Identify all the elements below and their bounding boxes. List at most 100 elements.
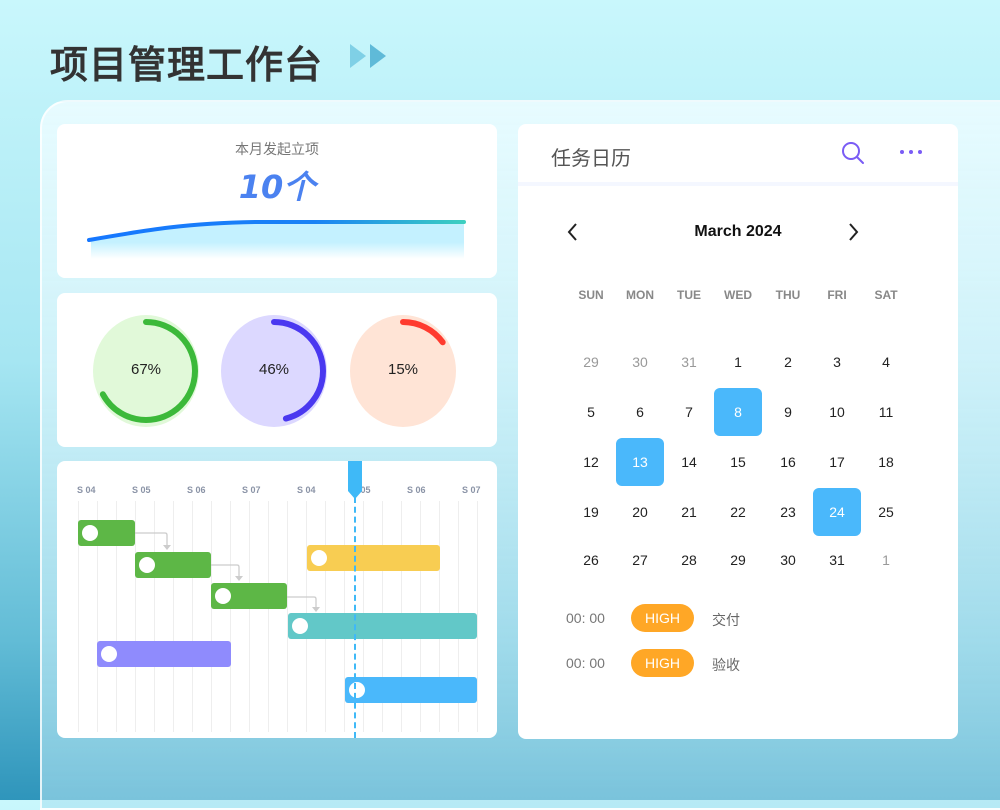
calendar-day[interactable]: 30 xyxy=(632,354,648,370)
gantt-tick-label: S 04 xyxy=(297,485,316,495)
gantt-tick-label: S 07 xyxy=(462,485,481,495)
calendar-day[interactable]: 18 xyxy=(878,454,894,470)
calendar-day[interactable]: 11 xyxy=(878,404,894,420)
grid-line xyxy=(267,501,269,732)
task-handle[interactable] xyxy=(311,550,327,566)
calendar-day[interactable]: 17 xyxy=(829,454,845,470)
weekday-label: TUE xyxy=(677,288,701,302)
monthly-projects-value: 10个 xyxy=(238,168,316,206)
calendar-day[interactable]: 23 xyxy=(780,504,796,520)
ring-progress xyxy=(94,319,198,423)
calendar-day[interactable]: 7 xyxy=(685,404,693,420)
dependency-arrows xyxy=(135,532,320,612)
monthly-projects-card: 本月发起立项 10个 xyxy=(57,124,497,278)
grid-line xyxy=(96,501,98,732)
task-handle[interactable] xyxy=(349,682,365,698)
progress-ring: 67% xyxy=(93,315,199,427)
weekday-label: FRI xyxy=(827,288,847,302)
weekday-label: SAT xyxy=(874,288,898,302)
calendar-day[interactable]: 25 xyxy=(878,504,894,520)
task-handle[interactable] xyxy=(139,557,155,573)
progress-ring: 15% xyxy=(350,315,456,427)
today-marker-handle[interactable] xyxy=(348,461,362,499)
weekday-label: SUN xyxy=(578,288,604,302)
calendar-day[interactable]: 27 xyxy=(632,552,648,568)
event-name: 验收 xyxy=(712,658,740,674)
gantt-task-bar[interactable] xyxy=(345,677,477,703)
grid-line xyxy=(115,501,117,732)
grid-line xyxy=(172,501,174,732)
calendar-day[interactable]: 14 xyxy=(681,454,697,470)
ring-percent-label: 46% xyxy=(258,361,290,378)
task-calendar-card: 任务日历 March 2024 SUN MON TUE WED THU FRI SAT 29 3… xyxy=(518,124,958,739)
today-line xyxy=(354,497,356,738)
calendar-day[interactable]: 26 xyxy=(583,552,599,568)
calendar-day[interactable]: 20 xyxy=(632,504,648,520)
monthly-projects-label: 本月发起立项 xyxy=(235,142,319,158)
gantt-tick-label: S 04 xyxy=(77,485,96,495)
calendar-day[interactable]: 5 xyxy=(587,404,595,420)
ring-percent-label: 15% xyxy=(387,361,419,378)
gantt-tick-label: S 06 xyxy=(187,485,206,495)
gantt-task-bar[interactable] xyxy=(135,552,211,578)
grid-line xyxy=(134,501,136,732)
grid-line xyxy=(476,501,478,732)
calendar-day[interactable]: 13 xyxy=(616,438,664,486)
ring-arc xyxy=(350,315,456,427)
calendar-day[interactable]: 16 xyxy=(780,454,796,470)
calendar-day[interactable]: 1 xyxy=(734,354,742,370)
progress-ring: 46% xyxy=(221,315,327,427)
calendar-day[interactable]: 28 xyxy=(681,552,697,568)
event-name: 交付 xyxy=(712,613,740,629)
grid-line xyxy=(229,501,231,732)
grid-line xyxy=(153,501,155,732)
priority-badge: HIGH xyxy=(631,649,694,677)
calendar-day[interactable]: 30 xyxy=(780,552,796,568)
task-handle[interactable] xyxy=(82,525,98,541)
gantt-task-bar[interactable] xyxy=(211,583,287,609)
calendar-day[interactable]: 24 xyxy=(813,488,861,536)
calendar-day[interactable]: 6 xyxy=(636,404,644,420)
calendar-day[interactable]: 21 xyxy=(681,504,697,520)
calendar-day[interactable]: 2 xyxy=(784,354,792,370)
calendar-day[interactable]: 22 xyxy=(730,504,746,520)
calendar-day[interactable]: 15 xyxy=(730,454,746,470)
calendar-day[interactable]: 12 xyxy=(583,454,599,470)
calendar-day[interactable]: 31 xyxy=(681,354,697,370)
grid-line xyxy=(210,501,212,732)
calendar-day[interactable]: 4 xyxy=(882,354,890,370)
calendar-day[interactable]: 10 xyxy=(829,404,845,420)
event-time: 00: 00 xyxy=(566,610,605,626)
gantt-tick-label: S 05 xyxy=(132,485,151,495)
calendar-day[interactable]: 8 xyxy=(714,388,762,436)
task-handle[interactable] xyxy=(292,618,308,634)
ring-arc xyxy=(221,315,327,427)
task-handle[interactable] xyxy=(101,646,117,662)
weekday-label: MON xyxy=(626,288,654,302)
page-title: 项目管理工作台 xyxy=(50,43,324,87)
ring-progress xyxy=(351,319,455,423)
task-handle[interactable] xyxy=(215,588,231,604)
grid-line xyxy=(191,501,193,732)
calendar-day[interactable]: 19 xyxy=(583,504,599,520)
calendar-day[interactable]: 29 xyxy=(730,552,746,568)
calendar-day[interactable]: 9 xyxy=(784,404,792,420)
calendar-title: 任务日历 xyxy=(551,146,631,170)
gantt-tick-label: S 06 xyxy=(407,485,426,495)
calendar-day[interactable]: 29 xyxy=(583,354,599,370)
double-play-icon xyxy=(350,44,386,68)
next-month-button[interactable] xyxy=(846,222,860,242)
calendar-day[interactable]: 31 xyxy=(829,552,845,568)
gantt-task-bar[interactable] xyxy=(78,520,135,546)
gantt-tick-label: S 07 xyxy=(242,485,261,495)
previous-month-button[interactable] xyxy=(566,222,580,242)
more-horizontal-icon[interactable] xyxy=(898,148,924,156)
priority-badge: HIGH xyxy=(631,604,694,632)
calendar-day[interactable]: 1 xyxy=(882,552,890,568)
search-icon[interactable] xyxy=(840,140,866,166)
calendar-day[interactable]: 3 xyxy=(833,354,841,370)
weekday-label: THU xyxy=(775,288,801,302)
gantt-task-bar[interactable] xyxy=(97,641,231,667)
gantt-task-bar[interactable] xyxy=(288,613,477,639)
gantt-task-bar[interactable] xyxy=(307,545,440,571)
